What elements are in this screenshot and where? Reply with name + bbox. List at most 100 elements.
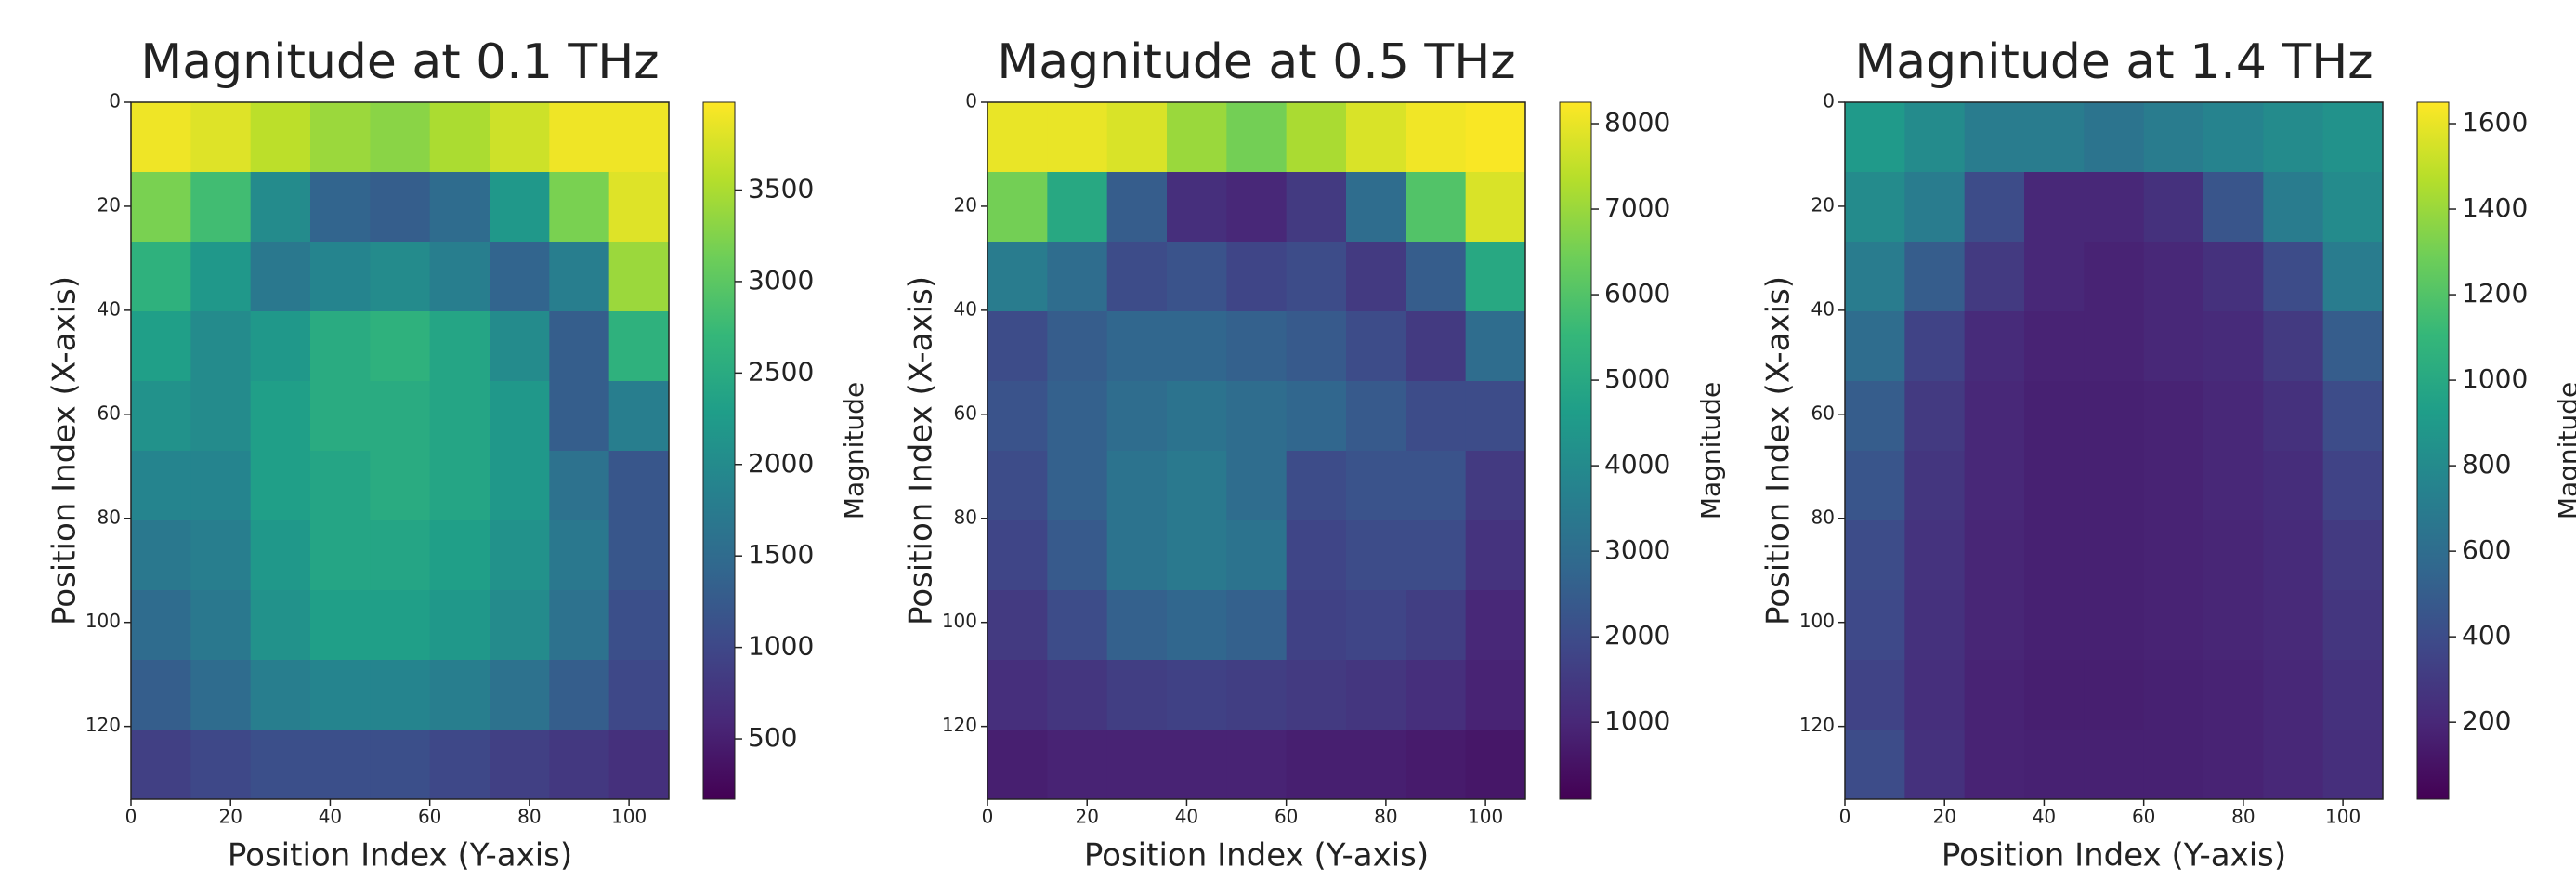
heat-cell xyxy=(429,102,490,173)
colorbar-tick-label: 1000 xyxy=(748,631,814,662)
heat-cell xyxy=(370,660,431,730)
y-tick-label: 40 xyxy=(954,297,977,320)
heat-cell xyxy=(1845,381,1905,452)
heat-cell xyxy=(1406,660,1467,730)
heat-cell xyxy=(1845,660,1905,730)
heat-cell xyxy=(1226,172,1288,243)
plot-frame xyxy=(1844,101,2384,800)
heat-cell xyxy=(1406,172,1467,243)
heat-cell xyxy=(608,242,670,312)
heat-cell xyxy=(1346,242,1406,312)
heat-cell xyxy=(1286,102,1347,173)
heat-cell xyxy=(1845,172,1905,243)
chart-title: Magnitude at 0.5 THz xyxy=(997,34,1515,90)
heat-cell xyxy=(1047,730,1108,800)
heat-cell xyxy=(2143,172,2204,243)
heat-cell xyxy=(1845,451,1905,521)
heat-cell xyxy=(1964,660,2025,730)
y-tick-label: 40 xyxy=(98,297,121,320)
heat-cell xyxy=(2322,311,2384,382)
heat-cell xyxy=(1106,242,1168,312)
heat-cell xyxy=(549,520,610,591)
heat-cell xyxy=(1904,660,1966,730)
heat-cell xyxy=(2024,520,2085,591)
heat-cell xyxy=(190,242,252,312)
heat-cell xyxy=(2263,590,2324,661)
heat-cell xyxy=(1904,590,1966,661)
heat-cell xyxy=(429,660,490,730)
heat-cell xyxy=(1106,730,1168,800)
heat-cell xyxy=(370,242,431,312)
heat-cell xyxy=(2322,242,2384,312)
heat-cell xyxy=(190,660,252,730)
heat-cell xyxy=(490,730,550,800)
heat-cell xyxy=(190,520,252,591)
heat-cell xyxy=(1964,590,2025,661)
colorbar-tick-label: 200 xyxy=(2462,705,2511,736)
heat-cell xyxy=(1465,102,1526,173)
x-tick-label: 20 xyxy=(1075,806,1098,828)
heat-cell xyxy=(549,660,610,730)
heat-cell xyxy=(1406,730,1467,800)
heat-cell xyxy=(2263,520,2324,591)
heat-cell xyxy=(131,660,191,730)
heat-cell xyxy=(1167,660,1227,730)
heat-cell xyxy=(2084,172,2145,243)
heat-cell xyxy=(370,311,431,382)
y-axis-label: Position Index (X-axis) xyxy=(903,276,940,625)
heat-cell xyxy=(1346,381,1406,452)
heat-cell xyxy=(370,381,431,452)
heat-cell xyxy=(2203,172,2264,243)
heat-cell xyxy=(549,172,610,243)
plot-frame xyxy=(987,101,1526,800)
y-tick-label: 120 xyxy=(85,714,121,736)
x-tick-label: 0 xyxy=(1839,806,1851,828)
heat-cell xyxy=(608,730,670,800)
heat-cell xyxy=(310,590,371,661)
heat-cell xyxy=(2024,590,2085,661)
y-tick-label: 60 xyxy=(98,401,121,424)
colorbar-label: Magnitude xyxy=(1695,382,1726,519)
heat-cell xyxy=(190,730,252,800)
heat-cell xyxy=(1964,172,2025,243)
heat-cell xyxy=(2203,730,2264,800)
heat-cell xyxy=(1406,311,1467,382)
heat-cell xyxy=(2322,451,2384,521)
x-tick-label: 20 xyxy=(1932,806,1955,828)
heat-cell xyxy=(190,451,252,521)
heat-cell xyxy=(429,311,490,382)
colorbar-tick-label: 2000 xyxy=(1604,620,1670,651)
colorbar-tick-label: 3500 xyxy=(748,173,814,204)
heat-cell xyxy=(987,381,1048,452)
heat-cell xyxy=(1226,520,1288,591)
heat-cell xyxy=(190,102,252,173)
heat-cell xyxy=(1346,102,1406,173)
colorbar-tick-label: 2500 xyxy=(748,356,814,387)
y-tick-label: 20 xyxy=(98,193,121,216)
heat-cell xyxy=(1167,730,1227,800)
colorbar-tick-label: 2000 xyxy=(748,448,814,479)
x-tick-label: 80 xyxy=(517,806,541,828)
colorbar-tick-label: 600 xyxy=(2462,534,2511,565)
heat-cell xyxy=(1406,520,1467,591)
heat-cell xyxy=(370,172,431,243)
heat-cell xyxy=(549,242,610,312)
heat-cell xyxy=(1226,451,1288,521)
heat-cell xyxy=(310,242,371,312)
heat-cell xyxy=(2143,102,2204,173)
colorbar-tick-label: 3000 xyxy=(748,265,814,296)
heat-cell xyxy=(429,451,490,521)
x-tick-label: 80 xyxy=(2231,806,2255,828)
heat-cell xyxy=(987,590,1048,661)
y-tick-label: 80 xyxy=(98,506,121,528)
heat-cell xyxy=(310,451,371,521)
x-tick-label: 20 xyxy=(218,806,242,828)
heat-cell xyxy=(1167,311,1227,382)
heat-cell xyxy=(1465,172,1526,243)
heat-cell xyxy=(190,381,252,452)
heat-cell xyxy=(1226,242,1288,312)
chart-title: Magnitude at 1.4 THz xyxy=(1854,34,2373,90)
x-tick-label: 60 xyxy=(418,806,441,828)
heat-cell xyxy=(608,311,670,382)
